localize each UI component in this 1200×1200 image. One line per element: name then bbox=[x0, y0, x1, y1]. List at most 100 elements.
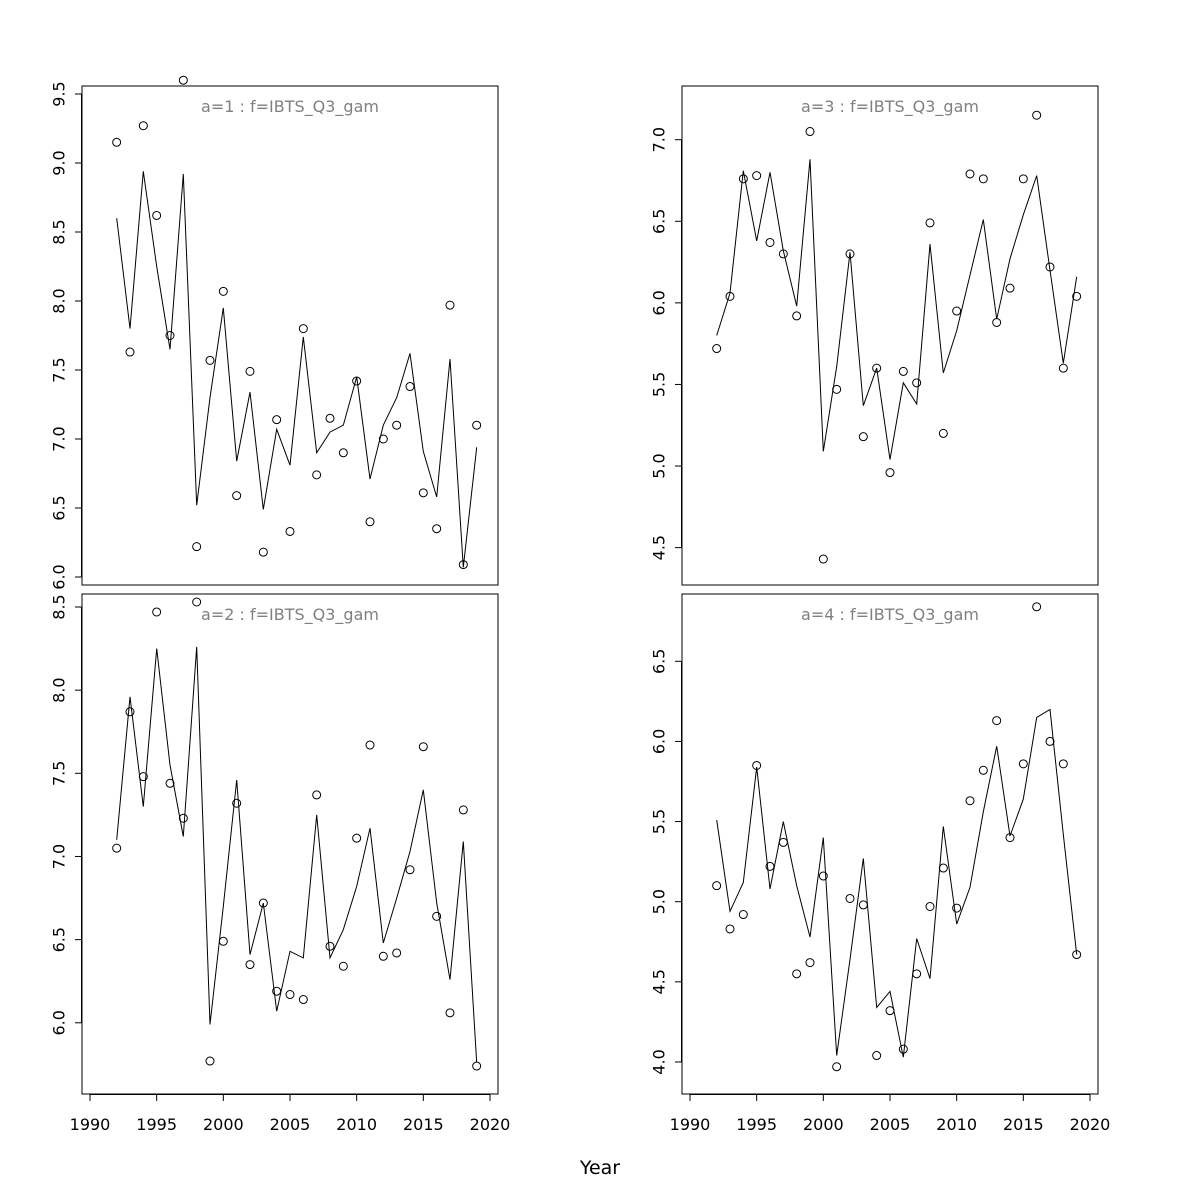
observed-point bbox=[245, 366, 255, 376]
observed-point bbox=[1032, 602, 1042, 612]
observed-point bbox=[458, 560, 468, 570]
y-tick-label: 9.5 bbox=[50, 81, 69, 106]
observed-point bbox=[978, 174, 988, 184]
observed-point bbox=[272, 986, 282, 996]
y-tick-label: 8.5 bbox=[50, 594, 69, 619]
panel-3: a=2 : f=IBTS_Q3_gam 6.0 6.5 7.0 7.5 8.0 8.5 199… bbox=[50, 593, 511, 1134]
observed-point bbox=[938, 863, 948, 873]
observed-point bbox=[1045, 262, 1055, 272]
y-tick-label: 7.0 bbox=[50, 426, 69, 451]
observed-point bbox=[232, 798, 242, 808]
y-tick-label: 8.0 bbox=[50, 288, 69, 313]
panel-title: a=1 : f=IBTS_Q3_gam bbox=[201, 97, 379, 117]
x-tick-label: 1990 bbox=[70, 1115, 111, 1134]
observed-point bbox=[1032, 110, 1042, 120]
y-tick-label: 6.0 bbox=[650, 290, 669, 315]
y-tick-label: 9.0 bbox=[50, 150, 69, 175]
y-tick-label: 6.5 bbox=[650, 209, 669, 234]
observed-point bbox=[152, 210, 162, 220]
x-tick-label: 2005 bbox=[870, 1115, 911, 1134]
panel-frame bbox=[81, 85, 499, 586]
x-tick-label: 1995 bbox=[136, 1115, 177, 1134]
y-tick-label: 7.0 bbox=[650, 127, 669, 152]
observed-point bbox=[1072, 950, 1082, 960]
observed-point bbox=[138, 121, 148, 131]
panel-4: a=4 : f=IBTS_Q3_gam 4.0 4.5 5.0 5.5 6.0 6.5 199… bbox=[650, 593, 1110, 1134]
observed-point bbox=[312, 470, 322, 480]
observed-point bbox=[378, 434, 388, 444]
observed-point bbox=[845, 893, 855, 903]
observed-point bbox=[738, 910, 748, 920]
panel-2: a=3 : f=IBTS_Q3_gam 4.5 5.0 5.5 6.0 6.5 7.0 bbox=[650, 85, 1099, 586]
fitted-series-line bbox=[116, 646, 478, 1063]
x-tick-label: 1990 bbox=[670, 1115, 711, 1134]
observed-point bbox=[765, 861, 775, 871]
observed-point bbox=[152, 607, 162, 617]
y-tick-label: 7.5 bbox=[50, 357, 69, 382]
x-tick-label: 2010 bbox=[936, 1115, 977, 1134]
observed-point bbox=[432, 911, 442, 921]
y-tick-label: 7.5 bbox=[50, 761, 69, 786]
observed-point bbox=[778, 837, 788, 847]
observed-point bbox=[912, 969, 922, 979]
observed-point bbox=[298, 324, 308, 334]
observed-point bbox=[858, 432, 868, 442]
observed-point bbox=[472, 420, 482, 430]
observed-point bbox=[445, 300, 455, 310]
observed-point bbox=[125, 347, 135, 357]
observed-point bbox=[258, 898, 268, 908]
observed-point bbox=[912, 378, 922, 388]
x-tick-label: 2020 bbox=[470, 1115, 511, 1134]
y-tick-label: 5.5 bbox=[650, 809, 669, 834]
observed-point bbox=[272, 415, 282, 425]
observed-point bbox=[898, 1044, 908, 1054]
observed-point bbox=[712, 881, 722, 891]
y-tick-label: 5.0 bbox=[650, 453, 669, 478]
observed-point bbox=[925, 218, 935, 228]
observed-point bbox=[165, 778, 175, 788]
observed-point bbox=[312, 790, 322, 800]
observed-point bbox=[738, 174, 748, 184]
observed-point bbox=[352, 376, 362, 386]
panel-frame bbox=[81, 593, 499, 1095]
observed-point bbox=[965, 796, 975, 806]
panel-frame bbox=[681, 85, 1099, 586]
observed-point bbox=[112, 843, 122, 853]
observed-point bbox=[885, 468, 895, 478]
observed-point bbox=[965, 169, 975, 179]
x-tick-label: 2000 bbox=[203, 1115, 244, 1134]
observed-point bbox=[365, 740, 375, 750]
y-tick-label: 4.5 bbox=[650, 535, 669, 560]
y-tick-label: 6.5 bbox=[50, 927, 69, 952]
observed-point bbox=[325, 413, 335, 423]
observed-point bbox=[818, 871, 828, 881]
observed-point bbox=[725, 291, 735, 301]
observed-point bbox=[205, 1056, 215, 1066]
observed-point bbox=[392, 948, 402, 958]
observed-point bbox=[992, 716, 1002, 726]
x-tick-label: 2000 bbox=[803, 1115, 844, 1134]
x-tick-label: 2005 bbox=[270, 1115, 311, 1134]
observed-point bbox=[845, 249, 855, 259]
observed-point bbox=[325, 941, 335, 951]
observed-point bbox=[178, 813, 188, 823]
y-tick-label: 8.5 bbox=[50, 219, 69, 244]
panel-title: a=2 : f=IBTS_Q3_gam bbox=[201, 605, 379, 625]
fitted-series-line bbox=[116, 171, 478, 568]
y-tick-label: 6.0 bbox=[650, 729, 669, 754]
observed-point bbox=[365, 517, 375, 527]
observed-point bbox=[405, 382, 415, 392]
observed-point bbox=[1058, 363, 1068, 373]
panel-title: a=4 : f=IBTS_Q3_gam bbox=[801, 605, 979, 625]
y-tick-label: 6.5 bbox=[650, 649, 669, 674]
observed-point bbox=[992, 317, 1002, 327]
observed-point bbox=[1072, 291, 1082, 301]
observed-point bbox=[752, 760, 762, 770]
observed-point bbox=[352, 833, 362, 843]
observed-point bbox=[872, 363, 882, 373]
observed-point bbox=[952, 306, 962, 316]
x-tick-label: 2015 bbox=[1003, 1115, 1044, 1134]
panel-title: a=3 : f=IBTS_Q3_gam bbox=[801, 97, 979, 117]
observed-point bbox=[1018, 759, 1028, 769]
